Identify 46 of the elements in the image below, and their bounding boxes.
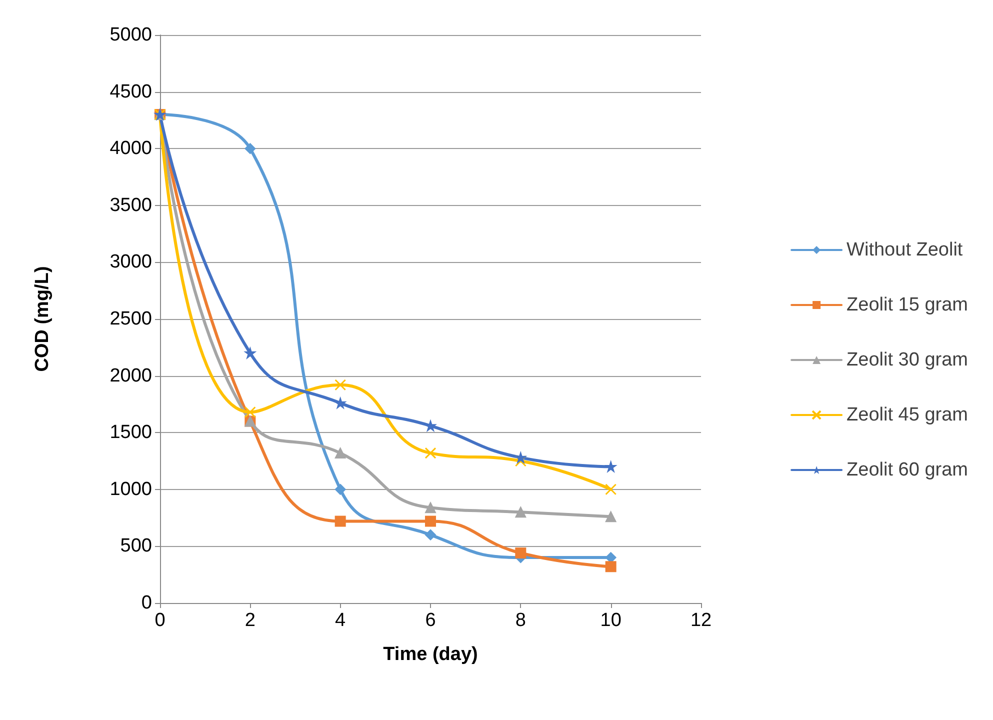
legend-label: Without Zeolit [846, 240, 964, 260]
point [605, 461, 616, 472]
point [514, 455, 526, 467]
x-tick-label: 6 [425, 610, 436, 631]
point [334, 448, 346, 459]
y-axis-title: COD (mg/L) [32, 266, 53, 372]
point [605, 484, 617, 496]
y-tick-label: 1000 [110, 478, 152, 500]
legend-label: Zeolit 15 gram [846, 294, 968, 316]
y-tick-label: 3500 [110, 194, 152, 216]
point [425, 529, 436, 540]
point [515, 506, 526, 518]
point [605, 511, 616, 522]
legend-label: Zeolit 60 gram [846, 460, 968, 480]
point [244, 348, 256, 359]
x-tick-label: 10 [600, 610, 622, 631]
y-tick-label: 3000 [110, 252, 152, 273]
x-axis-title: Time (day) [383, 644, 478, 665]
legend-label: Zeolit 30 gram [846, 350, 968, 370]
point [425, 516, 436, 527]
x-tick-label: 8 [515, 610, 526, 631]
point [605, 561, 616, 572]
point [515, 548, 526, 559]
x-tick-label: 2 [244, 610, 256, 631]
legend-label: Zeolit 45 gram [846, 404, 968, 426]
point [334, 484, 346, 495]
point [515, 452, 526, 464]
y-tick-label: 500 [120, 536, 152, 557]
y-tick-label: 1500 [110, 422, 152, 444]
point [334, 379, 346, 391]
x-tick-label: 12 [690, 610, 712, 631]
y-tick-label: 5000 [110, 24, 152, 46]
y-tick-label: 2000 [110, 365, 152, 386]
point [244, 143, 256, 154]
y-tick-label: 4000 [110, 138, 152, 160]
point [334, 398, 346, 409]
point [334, 516, 346, 527]
point [425, 420, 436, 432]
point [425, 502, 436, 514]
y-tick-label: 2500 [110, 308, 152, 330]
point [244, 406, 256, 418]
y-tick-label: 4500 [110, 81, 152, 102]
y-tick-label: 0 [141, 592, 152, 614]
point [424, 447, 436, 459]
x-tick-label: 0 [154, 610, 166, 631]
x-tick-label: 4 [335, 610, 346, 631]
